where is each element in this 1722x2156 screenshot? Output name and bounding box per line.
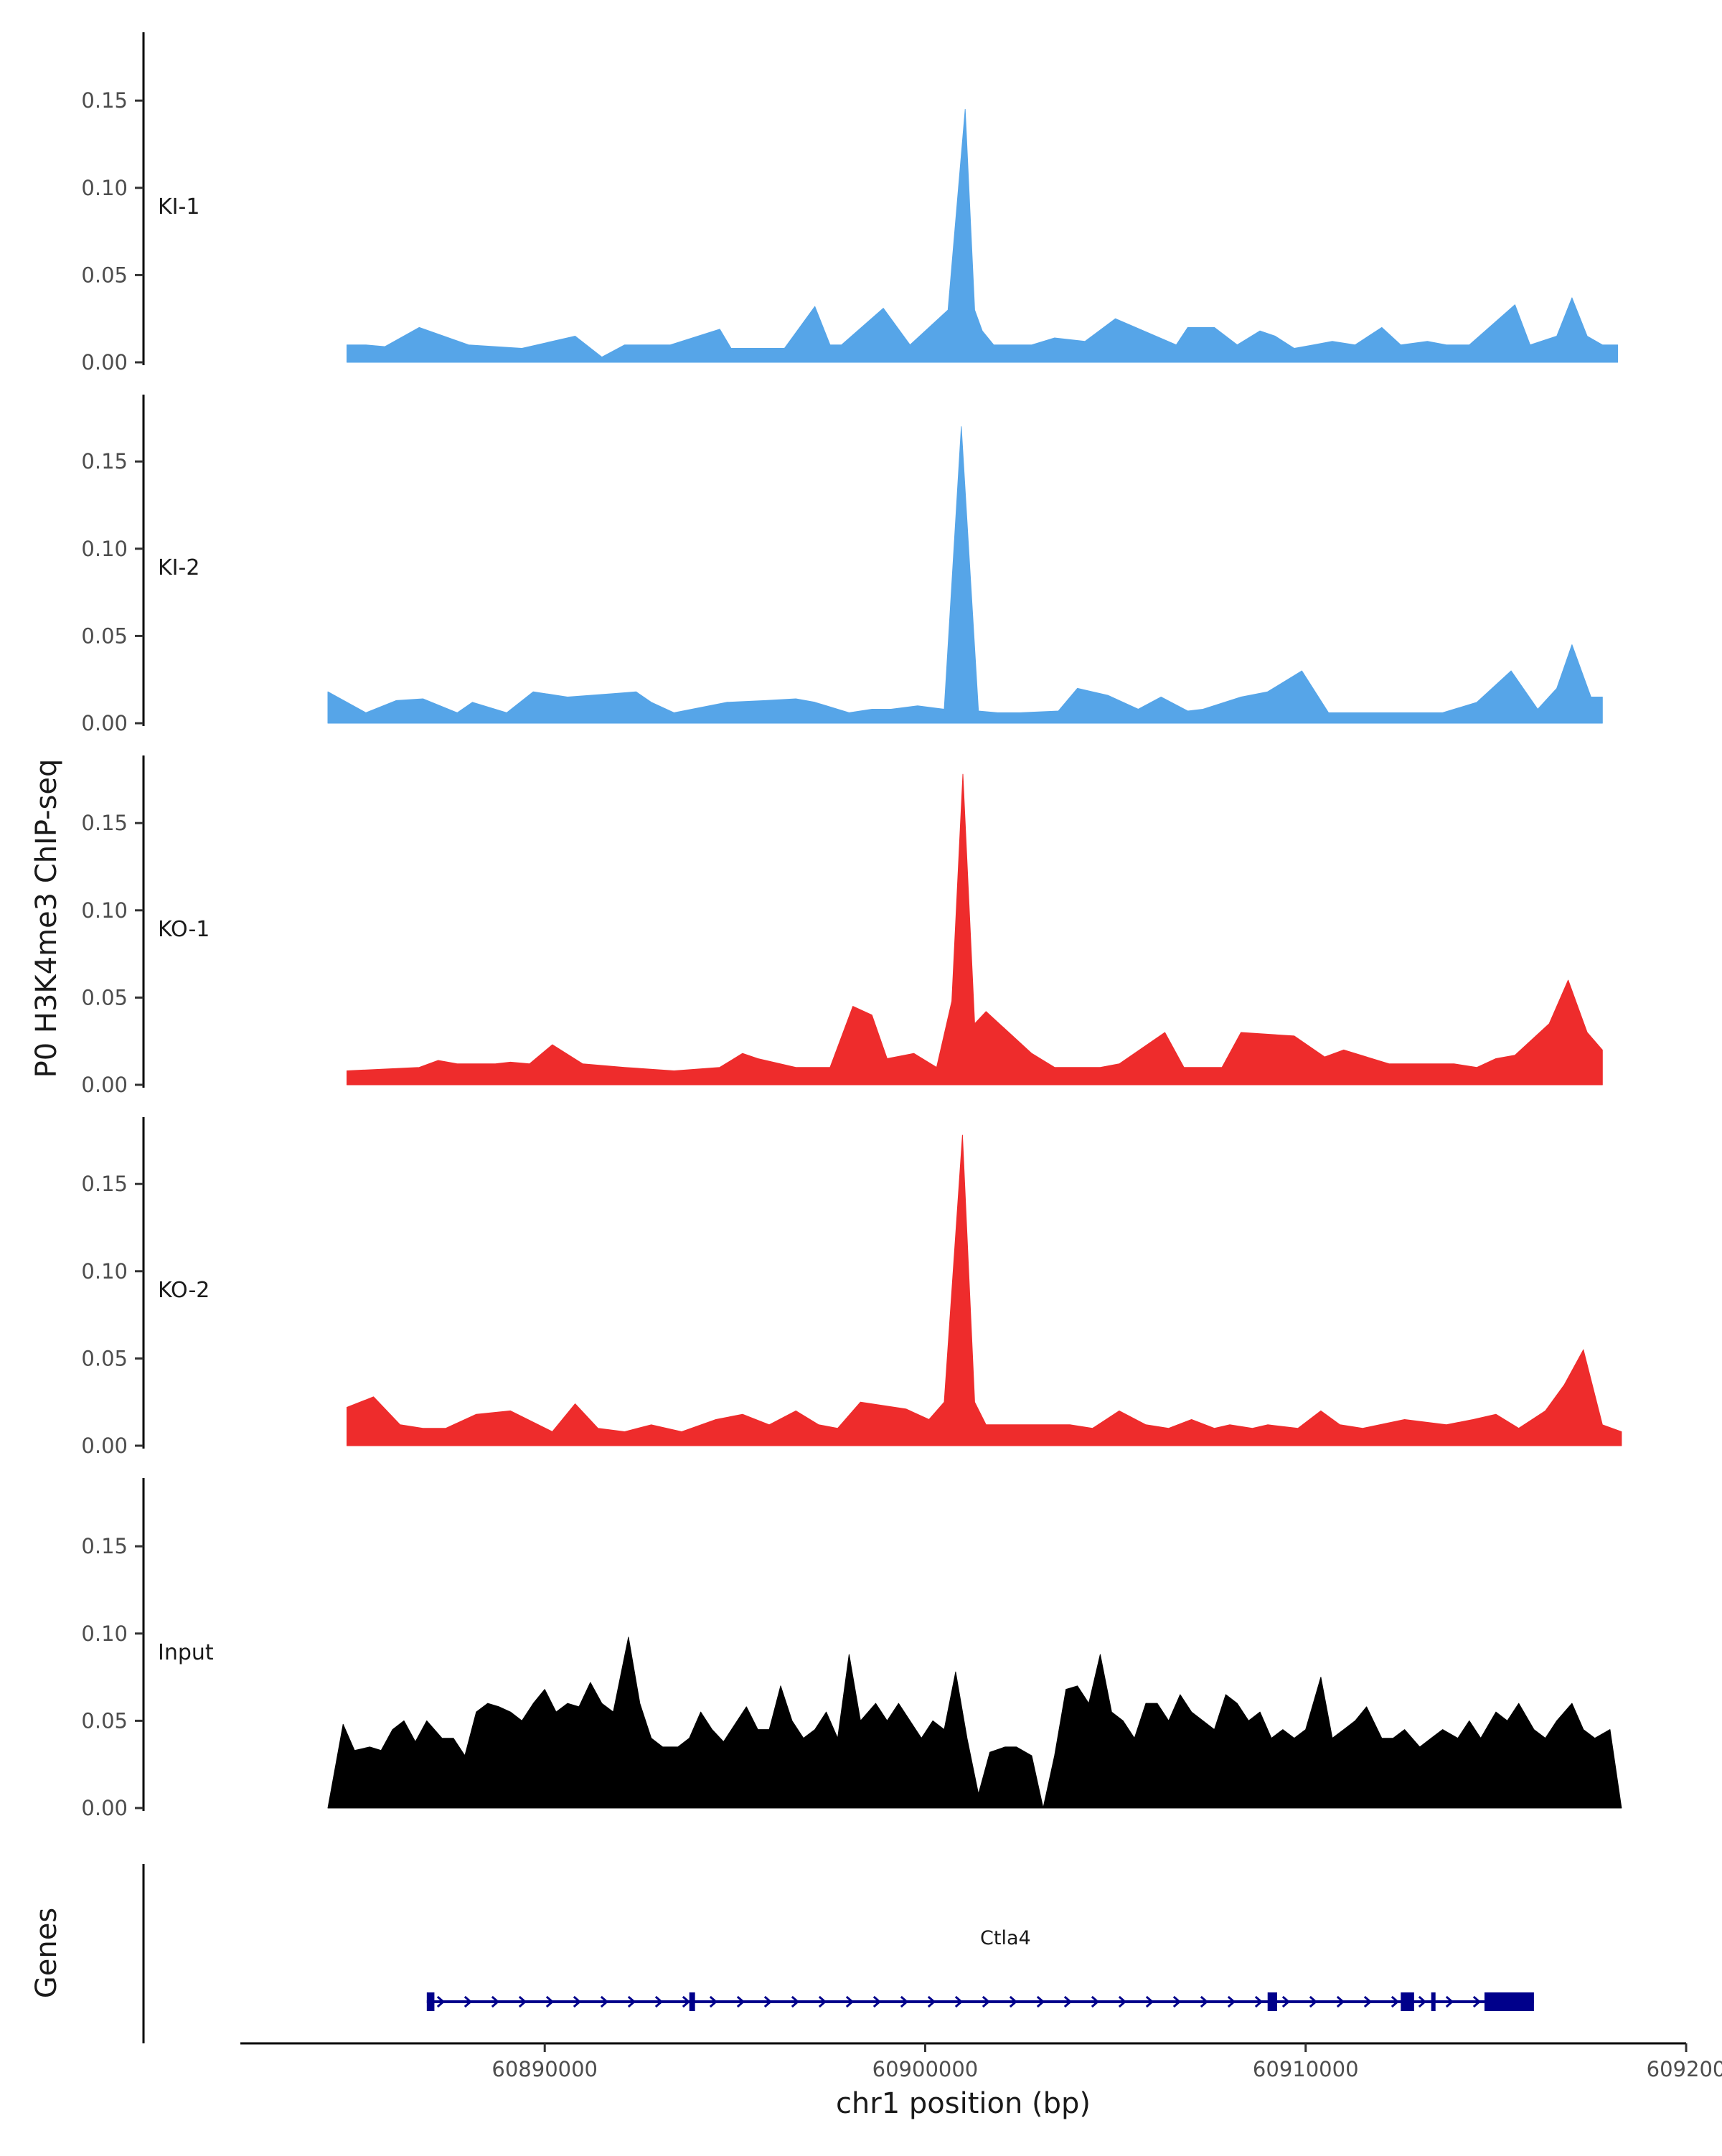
strand-arrow-icon <box>1336 1995 1345 2008</box>
strand-arrow-icon <box>1091 1995 1100 2008</box>
track-label-input: Input <box>158 1640 214 1665</box>
strand-arrow-icon <box>600 1995 609 2008</box>
strand-arrow-icon <box>982 1995 991 2008</box>
strand-arrow-icon <box>573 1995 582 2008</box>
strand-arrow-icon <box>845 1995 855 2008</box>
x-tick-label: 60900000 <box>872 2057 979 2081</box>
strand-arrow-icon <box>927 1995 936 2008</box>
track-label-ko-2: KO-2 <box>158 1278 210 1303</box>
x-tick-label: 60910000 <box>1253 2057 1359 2081</box>
y-tick-label-ki-1: 0.05 <box>81 263 128 287</box>
y-tick-label-ki-1: 0.15 <box>81 88 128 113</box>
y-axis-title: P0 H3K4me3 ChIP-seq <box>30 759 63 1078</box>
gene-label: Ctla4 <box>980 1927 1031 1949</box>
y-tick-label-ko-2: 0.10 <box>81 1259 128 1284</box>
y-tick-label-ki-2: 0.05 <box>81 623 128 648</box>
y-tick-label-ki-2: 0.15 <box>81 449 128 474</box>
strand-arrow-icon <box>736 1995 745 2008</box>
strand-arrow-icon <box>1363 1995 1373 2008</box>
area-input <box>327 1637 1622 1809</box>
y-tick-label-input: 0.15 <box>81 1534 128 1558</box>
x-axis-title: chr1 position (bp) <box>836 2087 1091 2120</box>
strand-arrow-icon <box>791 1995 800 2008</box>
strand-arrow-icon <box>627 1995 636 2008</box>
strand-arrow-icon <box>872 1995 882 2008</box>
y-tick-label-ki-1: 0.10 <box>81 176 128 200</box>
strand-arrow-icon <box>1118 1995 1127 2008</box>
strand-arrow-icon <box>464 1995 473 2008</box>
exon-block <box>689 1992 695 2011</box>
y-tick-label-ko-1: 0.05 <box>81 985 128 1009</box>
x-tick-label: 609200 <box>1647 2057 1722 2081</box>
area-ko-1 <box>347 773 1603 1086</box>
strand-arrow-icon <box>709 1995 718 2008</box>
track-label-ki-2: KI-2 <box>158 555 199 580</box>
strand-arrow-icon <box>1036 1995 1045 2008</box>
strand-arrow-icon <box>1063 1995 1073 2008</box>
track-label-ko-1: KO-1 <box>158 917 210 942</box>
strand-arrow-icon <box>1200 1995 1209 2008</box>
strand-arrow-icon <box>682 1995 691 2008</box>
y-tick-label-ko-2: 0.05 <box>81 1346 128 1370</box>
y-tick-label-input: 0.05 <box>81 1708 128 1733</box>
strand-arrow-icon <box>1172 1995 1182 2008</box>
strand-arrow-icon <box>1445 1995 1454 2008</box>
strand-arrow-icon <box>1227 1995 1236 2008</box>
exon-block <box>1401 1992 1414 2011</box>
exon-block <box>1431 1992 1436 2011</box>
track-label-ki-1: KI-1 <box>158 194 199 220</box>
y-tick-label-ko-1: 0.15 <box>81 811 128 835</box>
y-tick-label-ki-1: 0.00 <box>81 350 128 375</box>
x-tick-label: 60890000 <box>491 2057 598 2081</box>
strand-arrow-icon <box>1472 1995 1482 2008</box>
strand-arrow-icon <box>1281 1995 1291 2008</box>
strand-arrow-icon <box>436 1995 446 2008</box>
area-ki-2 <box>327 426 1603 724</box>
y-tick-label-ki-2: 0.00 <box>81 711 128 735</box>
strand-arrow-icon <box>954 1995 964 2008</box>
strand-arrow-icon <box>1309 1995 1318 2008</box>
exon-block <box>426 1992 435 2011</box>
strand-arrow-icon <box>900 1995 909 2008</box>
strand-arrow-icon <box>1391 1995 1400 2008</box>
strand-arrow-icon <box>545 1995 555 2008</box>
strand-arrow-icon <box>818 1995 827 2008</box>
strand-arrow-icon <box>654 1995 664 2008</box>
strand-arrow-icon <box>518 1995 527 2008</box>
strand-arrow-icon <box>1009 1995 1018 2008</box>
exon-block <box>1267 1992 1277 2011</box>
y-tick-label-ko-2: 0.00 <box>81 1434 128 1458</box>
y-tick-label-ki-2: 0.10 <box>81 537 128 561</box>
area-ki-1 <box>347 108 1619 363</box>
strand-arrow-icon <box>491 1995 500 2008</box>
genes-panel-label: Genes <box>30 1908 63 1998</box>
strand-arrow-icon <box>1254 1995 1264 2008</box>
area-ko-2 <box>347 1134 1622 1446</box>
y-tick-label-input: 0.00 <box>81 1796 128 1820</box>
strand-arrow-icon <box>1418 1995 1427 2008</box>
y-tick-label-ko-1: 0.10 <box>81 898 128 923</box>
y-tick-label-ko-1: 0.00 <box>81 1073 128 1097</box>
y-tick-label-input: 0.10 <box>81 1621 128 1646</box>
strand-arrow-icon <box>763 1995 773 2008</box>
strand-arrow-icon <box>1145 1995 1154 2008</box>
y-tick-label-ko-2: 0.15 <box>81 1172 128 1196</box>
exon-block <box>1484 1992 1534 2011</box>
